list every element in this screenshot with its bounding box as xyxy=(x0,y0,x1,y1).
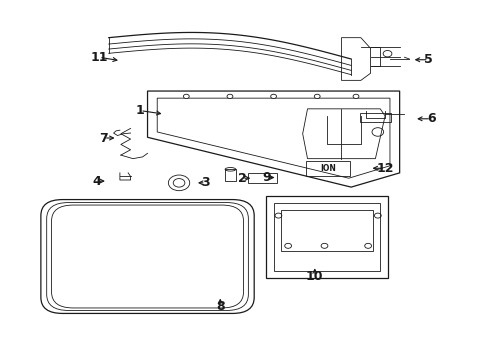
Circle shape xyxy=(352,94,358,99)
Circle shape xyxy=(314,94,320,99)
Circle shape xyxy=(226,94,232,99)
Text: ION: ION xyxy=(319,164,335,173)
Text: 1: 1 xyxy=(136,104,144,117)
Text: 8: 8 xyxy=(216,300,224,313)
Circle shape xyxy=(270,94,276,99)
Text: 11: 11 xyxy=(90,51,107,64)
Text: 7: 7 xyxy=(100,131,108,144)
Text: 4: 4 xyxy=(92,175,101,188)
Text: 12: 12 xyxy=(376,162,393,175)
Text: 6: 6 xyxy=(426,112,435,125)
Text: 3: 3 xyxy=(201,176,210,189)
Text: 10: 10 xyxy=(305,270,323,283)
Text: 5: 5 xyxy=(424,53,432,66)
Text: 9: 9 xyxy=(262,171,270,184)
Circle shape xyxy=(183,94,189,99)
Text: 2: 2 xyxy=(237,172,246,185)
